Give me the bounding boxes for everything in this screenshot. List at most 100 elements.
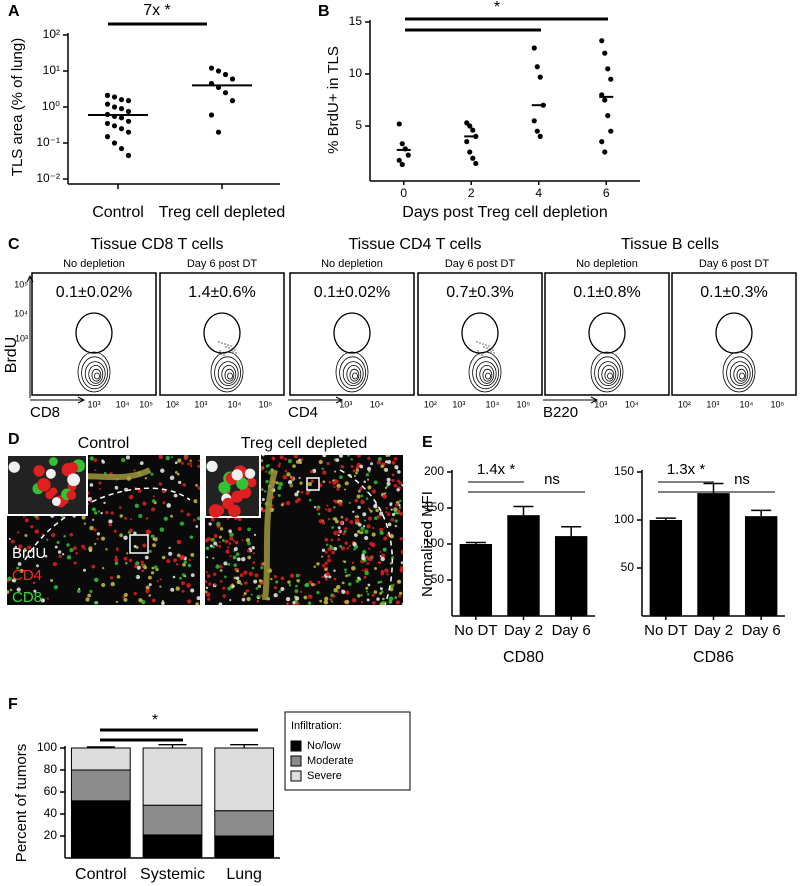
stain-legend: CD4 (12, 567, 42, 584)
cell (289, 573, 295, 578)
cell (317, 512, 321, 516)
x-tick-label: 10⁴ (625, 399, 639, 409)
cell (321, 467, 324, 471)
cell (242, 594, 245, 597)
y-axis-label: Percent of tumors (13, 744, 30, 862)
cell (123, 597, 128, 602)
cell (396, 479, 400, 483)
cell (355, 471, 358, 475)
legend-label: Severe (307, 770, 342, 782)
cell (53, 585, 59, 590)
y-tick-label: 10² (43, 27, 60, 41)
cell (144, 555, 149, 560)
cell (81, 515, 86, 520)
cell (251, 566, 255, 570)
plot-group-title: Tissue CD8 T cells (90, 236, 223, 253)
contour (601, 364, 617, 384)
y-tick-label: 100 (424, 536, 444, 550)
cell (205, 571, 208, 574)
cell (321, 548, 326, 552)
cell (265, 479, 269, 484)
cell (308, 580, 313, 585)
data-point (125, 98, 132, 104)
cell (196, 516, 200, 521)
event-dot (218, 341, 220, 343)
inset-cell (246, 477, 257, 488)
cell (114, 485, 119, 490)
cell (213, 541, 218, 546)
cell (355, 579, 360, 583)
data-point (118, 97, 125, 103)
cell (397, 580, 400, 583)
cell (348, 501, 351, 504)
cell (365, 590, 369, 593)
cell (251, 546, 255, 550)
cell (188, 558, 192, 562)
cell (298, 461, 302, 465)
x-tick-label: 2 (468, 186, 475, 200)
cell (93, 528, 97, 532)
cell (382, 600, 385, 604)
cell (363, 480, 366, 483)
cell (94, 511, 98, 515)
data-point (405, 152, 411, 158)
contour (94, 372, 100, 380)
cell (327, 554, 331, 558)
cell (353, 474, 356, 477)
cell (300, 458, 304, 461)
cell (73, 561, 77, 565)
cell (176, 553, 181, 558)
cell (399, 499, 402, 503)
cell (232, 555, 237, 560)
cell (229, 599, 232, 602)
data-point (125, 108, 132, 115)
cell (44, 554, 48, 558)
data-point (396, 121, 402, 127)
cell (389, 584, 394, 589)
cell (293, 455, 299, 459)
cell (108, 519, 113, 524)
axis-arrow (30, 396, 86, 404)
cell (339, 475, 343, 479)
cell (96, 532, 101, 536)
cell (125, 562, 128, 565)
event-dot (488, 345, 490, 347)
condition-label: Day 6 post DT (699, 258, 770, 270)
cell (101, 582, 106, 588)
legend-swatch (290, 740, 302, 752)
cell (340, 546, 346, 551)
y-axis-label: TLS area (% of lung) (9, 38, 26, 176)
x-tick-label: 10⁴ (116, 399, 130, 409)
contour (739, 372, 745, 380)
cell (30, 525, 34, 529)
cell (212, 545, 215, 549)
cell (221, 539, 225, 542)
plot-frame (289, 272, 415, 396)
cell (401, 484, 403, 487)
cell (187, 462, 190, 466)
inset-cell (218, 481, 231, 494)
cell (255, 587, 259, 590)
cell (277, 485, 282, 490)
cell (371, 532, 376, 537)
cell (367, 485, 372, 490)
cell (385, 484, 389, 488)
cell (159, 578, 162, 581)
cell (278, 462, 282, 465)
cell (180, 461, 184, 465)
cell (190, 552, 195, 557)
contour (590, 351, 624, 393)
cell (349, 520, 354, 525)
cell (375, 508, 379, 513)
cell (116, 574, 121, 579)
inset-cell (236, 477, 249, 490)
x-tick-label: 10⁵ (771, 399, 785, 409)
cell (365, 586, 369, 590)
cell (325, 571, 331, 577)
cell (322, 521, 326, 525)
cell (7, 590, 10, 594)
cell (9, 588, 13, 592)
x-tick-label: 10³ (706, 399, 719, 409)
cell (295, 460, 300, 464)
